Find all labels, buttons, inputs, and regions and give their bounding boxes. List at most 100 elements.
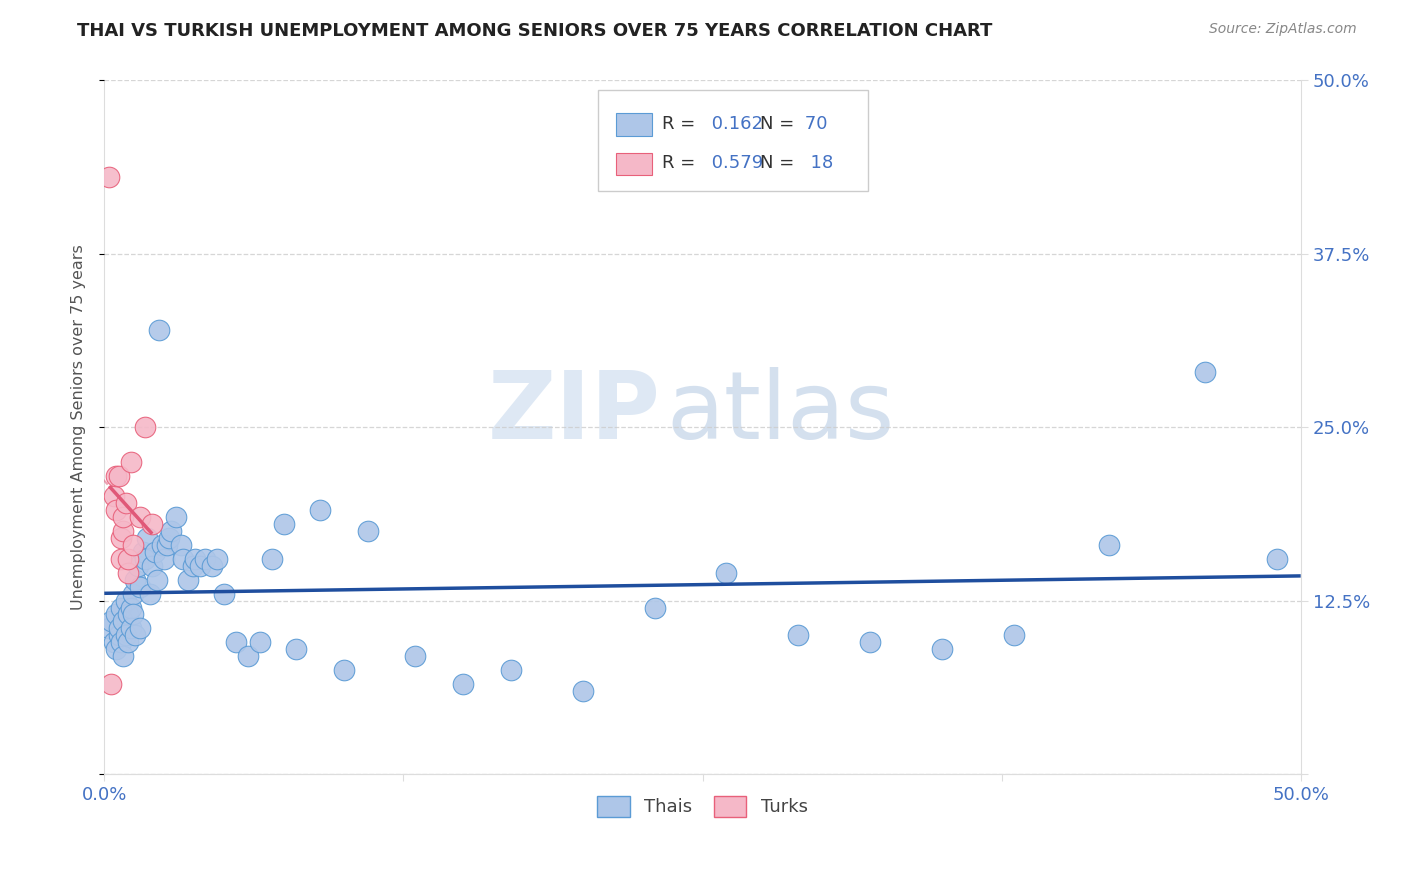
Point — [273, 517, 295, 532]
Point — [184, 552, 207, 566]
Point — [201, 558, 224, 573]
Point — [124, 573, 146, 587]
Text: R =: R = — [662, 154, 695, 172]
Point — [134, 552, 156, 566]
FancyBboxPatch shape — [599, 90, 868, 191]
FancyBboxPatch shape — [616, 113, 652, 136]
Point — [100, 677, 122, 691]
Point — [501, 663, 523, 677]
Point — [117, 607, 139, 622]
Point — [103, 490, 125, 504]
Point — [188, 558, 211, 573]
Point — [146, 573, 169, 587]
Text: THAI VS TURKISH UNEMPLOYMENT AMONG SENIORS OVER 75 YEARS CORRELATION CHART: THAI VS TURKISH UNEMPLOYMENT AMONG SENIO… — [77, 22, 993, 40]
Point — [136, 531, 159, 545]
Point — [150, 538, 173, 552]
Point — [212, 587, 235, 601]
Point — [1098, 538, 1121, 552]
Point — [141, 558, 163, 573]
Point — [160, 524, 183, 538]
Point — [131, 545, 153, 559]
Point — [105, 607, 128, 622]
Point — [572, 683, 595, 698]
Point — [112, 615, 135, 629]
Point — [100, 615, 122, 629]
Point — [127, 558, 149, 573]
Point — [451, 677, 474, 691]
Point — [105, 642, 128, 657]
Point — [225, 635, 247, 649]
Point — [181, 558, 204, 573]
Text: N =: N = — [759, 115, 794, 133]
Point — [859, 635, 882, 649]
Point — [117, 552, 139, 566]
Point — [112, 524, 135, 538]
Point — [122, 587, 145, 601]
FancyBboxPatch shape — [616, 153, 652, 175]
Point — [105, 468, 128, 483]
Point — [117, 635, 139, 649]
Y-axis label: Unemployment Among Seniors over 75 years: Unemployment Among Seniors over 75 years — [72, 244, 86, 610]
Point — [165, 510, 187, 524]
Text: 0.162: 0.162 — [706, 115, 763, 133]
Point — [148, 323, 170, 337]
Point — [98, 621, 121, 635]
Point — [107, 621, 129, 635]
Point — [236, 649, 259, 664]
Point — [134, 420, 156, 434]
Point — [249, 635, 271, 649]
Text: 70: 70 — [800, 115, 828, 133]
Point — [122, 538, 145, 552]
Point — [716, 566, 738, 580]
Text: N =: N = — [759, 154, 794, 172]
Point — [284, 642, 307, 657]
Point — [114, 496, 136, 510]
Point — [117, 566, 139, 580]
Legend: Thais, Turks: Thais, Turks — [591, 789, 815, 824]
Text: ZIP: ZIP — [488, 368, 661, 459]
Point — [1194, 365, 1216, 379]
Point — [120, 455, 142, 469]
Point — [143, 545, 166, 559]
Point — [153, 552, 176, 566]
Point — [155, 538, 177, 552]
Text: 0.579: 0.579 — [706, 154, 763, 172]
Point — [110, 552, 132, 566]
Point — [1002, 628, 1025, 642]
Point — [260, 552, 283, 566]
Text: atlas: atlas — [666, 368, 894, 459]
Point — [308, 503, 330, 517]
Point — [205, 552, 228, 566]
Point — [107, 628, 129, 642]
Point — [129, 621, 152, 635]
Point — [139, 587, 162, 601]
Point — [120, 600, 142, 615]
Point — [112, 649, 135, 664]
Point — [110, 635, 132, 649]
Point — [157, 531, 180, 545]
Point — [931, 642, 953, 657]
Point — [141, 517, 163, 532]
Point — [129, 580, 152, 594]
Point — [644, 600, 666, 615]
Point — [124, 628, 146, 642]
Point — [172, 552, 194, 566]
Text: R =: R = — [662, 115, 695, 133]
Point — [103, 635, 125, 649]
Point — [404, 649, 426, 664]
Text: Source: ZipAtlas.com: Source: ZipAtlas.com — [1209, 22, 1357, 37]
Point — [332, 663, 354, 677]
Point — [98, 170, 121, 185]
Point — [787, 628, 810, 642]
Text: 18: 18 — [800, 154, 834, 172]
Point — [194, 552, 217, 566]
Point — [356, 524, 378, 538]
Point — [170, 538, 193, 552]
Point — [112, 510, 135, 524]
Point — [114, 628, 136, 642]
Point — [110, 600, 132, 615]
Point — [114, 593, 136, 607]
Point — [120, 621, 142, 635]
Point — [110, 531, 132, 545]
Point — [105, 503, 128, 517]
